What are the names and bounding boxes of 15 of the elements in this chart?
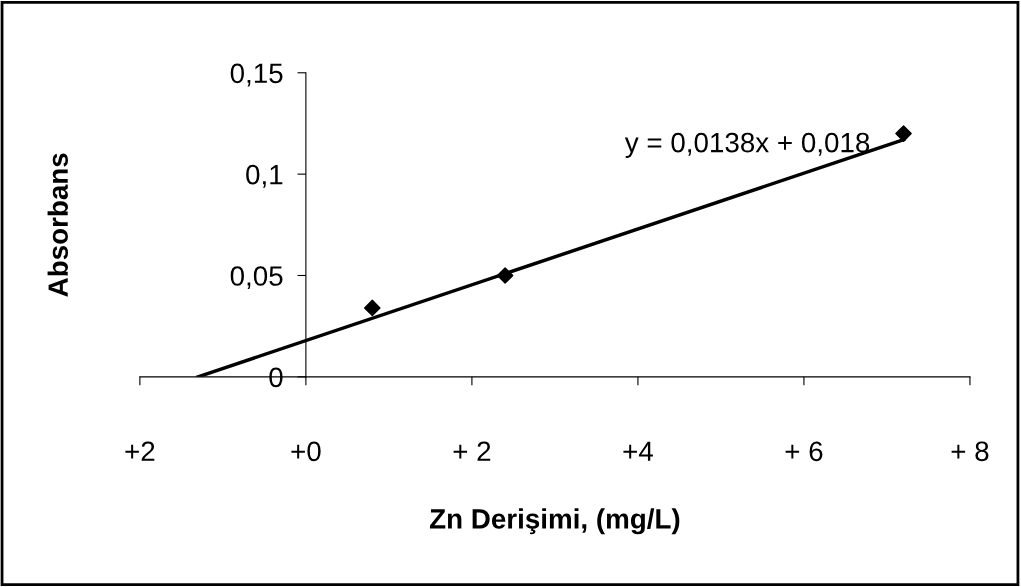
y-tick-label: 0,15: [230, 63, 283, 87]
point: [496, 267, 514, 284]
point: [363, 299, 381, 317]
y-axis-title: Absorbans: [47, 153, 68, 297]
x-tick-label: + 2: [453, 441, 491, 461]
x-tick-label: +0: [291, 441, 321, 462]
x-tick-label: +4: [623, 441, 653, 461]
y-tick-label: 0,05: [230, 266, 283, 290]
annotation: y = 0,0138x + 0,018: [624, 132, 870, 158]
x-tick-label: + 8: [951, 441, 989, 462]
x-tick-label: +2: [125, 441, 155, 461]
x-tick-label: + 6: [785, 441, 823, 462]
x-axis-title: Zn Derişimi, (mg/L): [429, 508, 680, 535]
y-tick-label: 0,1: [246, 164, 283, 188]
point: [895, 125, 912, 142]
